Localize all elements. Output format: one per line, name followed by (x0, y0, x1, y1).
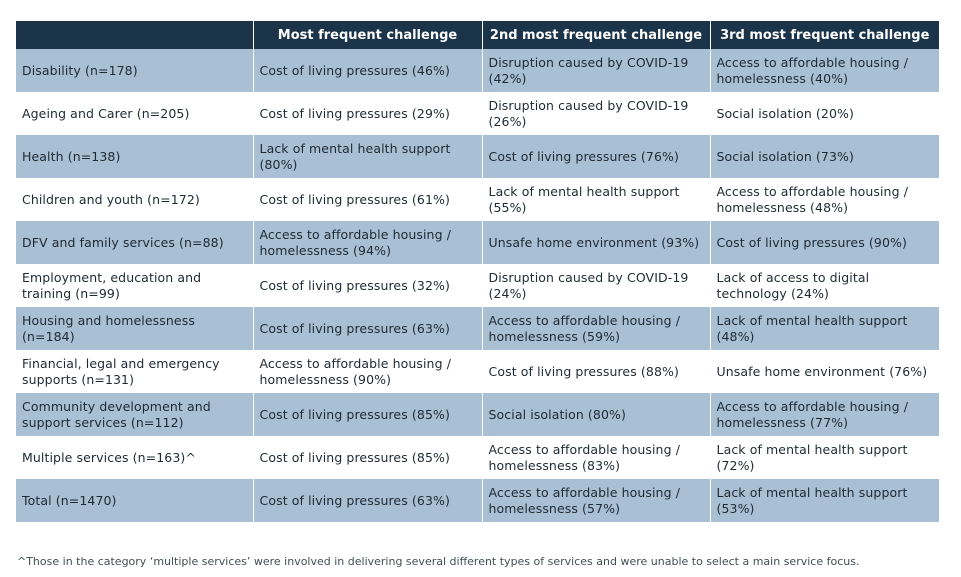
challenge-cell: Access to affordable housing / homelessn… (716, 54, 909, 86)
table-row: Housing and homelessness (n=184) Cost of… (16, 307, 939, 350)
footnote: ^Those in the category ‘multiple service… (17, 555, 860, 568)
challenge-cell: Cost of living pressures (85%) (253, 436, 483, 479)
challenges-table-container: Most frequent challenge 2nd most frequen… (16, 21, 939, 522)
challenge-cell: Unsafe home environment (93%) (482, 221, 711, 264)
table-row-total: Total (n=1470) Cost of living pressures … (16, 479, 939, 522)
challenge-cell: Cost of living pressures (61%) (253, 178, 483, 221)
service-cell: Disability (n=178) (16, 49, 254, 92)
service-cell: Ageing and Carer (n=205) (16, 92, 254, 135)
challenge-cell: Disruption caused by COVID-19 (24%) (482, 264, 711, 307)
challenge-cell: Cost of living pressures (88%) (482, 350, 711, 393)
service-cell: Children and youth (n=172) (16, 178, 254, 221)
challenge-cell: Cost of living pressures (63%) (253, 479, 483, 522)
challenge-cell: Social isolation (20%) (716, 105, 854, 121)
table-row: Employment, education and training (n=99… (16, 264, 939, 307)
challenge-cell: Cost of living pressures (85%) (253, 393, 483, 436)
table-row: Disability (n=178) Cost of living pressu… (16, 49, 939, 92)
table-header-row: Most frequent challenge 2nd most frequen… (16, 21, 939, 49)
challenge-cell: Cost of living pressures (63%) (253, 307, 483, 350)
service-cell: Community development and support servic… (16, 393, 254, 436)
challenge-cell: Access to affordable housing / homelessn… (482, 436, 711, 479)
challenge-cell: Access to affordable housing / homelessn… (253, 221, 483, 264)
header-cell-service (16, 21, 254, 49)
challenge-cell: Cost of living pressures (90%) (716, 234, 907, 250)
challenge-cell: Access to affordable housing / homelessn… (482, 307, 711, 350)
challenge-cell: Access to affordable housing / homelessn… (716, 183, 909, 215)
service-cell: Health (n=138) (16, 135, 254, 178)
table-row: Health (n=138) Lack of mental health sup… (16, 135, 939, 178)
service-cell: Employment, education and training (n=99… (16, 264, 254, 307)
service-cell: DFV and family services (n=88) (16, 221, 254, 264)
service-cell: Financial, legal and emergency supports … (16, 350, 254, 393)
challenge-cell: Access to affordable housing / homelessn… (716, 398, 909, 430)
service-cell: Housing and homelessness (n=184) (16, 307, 254, 350)
challenge-cell: Disruption caused by COVID-19 (26%) (482, 92, 711, 135)
table-row: Community development and support servic… (16, 393, 939, 436)
challenge-cell: Unsafe home environment (76%) (716, 363, 928, 379)
challenge-cell: Social isolation (80%) (482, 393, 711, 436)
challenge-cell: Lack of mental health support (53%) (716, 484, 908, 516)
challenge-cell: Cost of living pressures (29%) (253, 92, 483, 135)
challenges-table: Most frequent challenge 2nd most frequen… (16, 21, 939, 522)
challenge-cell: Lack of mental health support (72%) (716, 441, 908, 473)
challenge-cell: Cost of living pressures (46%) (253, 49, 483, 92)
challenge-cell: Access to affordable housing / homelessn… (253, 350, 483, 393)
challenge-cell: Lack of access to digital technology (24… (716, 269, 870, 301)
service-cell: Total (n=1470) (16, 479, 254, 522)
table-row: Ageing and Carer (n=205) Cost of living … (16, 92, 939, 135)
header-cell-third-most-frequent: 3rd most frequent challenge (720, 27, 930, 43)
table-row: Financial, legal and emergency supports … (16, 350, 939, 393)
header-cell-second-most-frequent: 2nd most frequent challenge (482, 21, 711, 49)
challenge-cell: Access to affordable housing / homelessn… (482, 479, 711, 522)
table-row: Children and youth (n=172) Cost of livin… (16, 178, 939, 221)
challenge-cell: Lack of mental health support (48%) (716, 312, 908, 344)
challenge-cell: Social isolation (73%) (716, 148, 854, 164)
service-cell: Multiple services (n=163)^ (16, 436, 254, 479)
header-cell-most-frequent: Most frequent challenge (253, 21, 483, 49)
table-row: DFV and family services (n=88) Access to… (16, 221, 939, 264)
challenge-cell: Disruption caused by COVID-19 (42%) (482, 49, 711, 92)
challenge-cell: Cost of living pressures (76%) (482, 135, 711, 178)
challenge-cell: Cost of living pressures (32%) (253, 264, 483, 307)
challenge-cell: Lack of mental health support (80%) (253, 135, 483, 178)
challenge-cell: Lack of mental health support (55%) (482, 178, 711, 221)
table-row: Multiple services (n=163)^ Cost of livin… (16, 436, 939, 479)
